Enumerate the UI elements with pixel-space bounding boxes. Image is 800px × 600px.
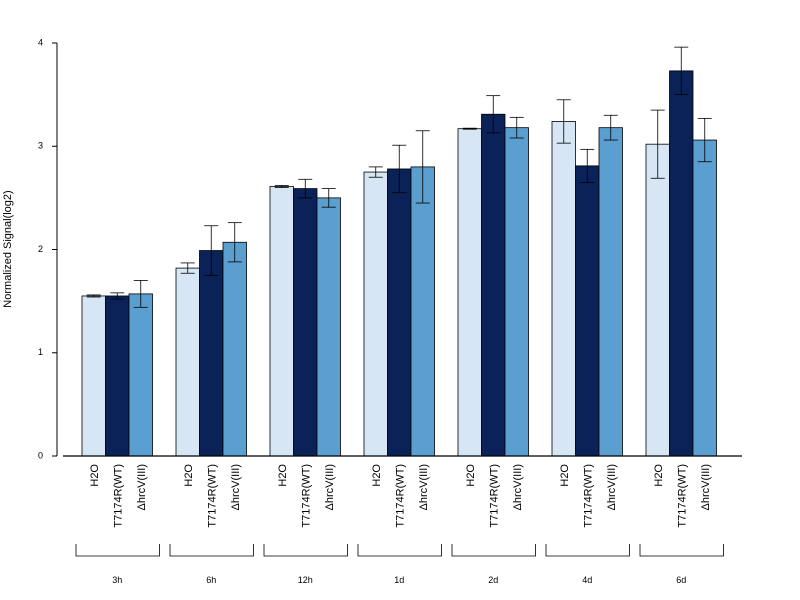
group-label: 3h <box>112 575 122 585</box>
category-label: H2O <box>653 464 665 487</box>
bar <box>105 295 130 457</box>
y-tick-label: 2 <box>38 244 43 254</box>
group-label: 4d <box>582 575 592 585</box>
bar <box>504 127 529 457</box>
bar <box>692 139 717 457</box>
group-bracket <box>75 544 160 557</box>
category-labels: H2O T7174R(WT) ΔhrcV(III) H2O T7174R(WT) Δhrc… <box>89 464 712 528</box>
bar <box>128 293 153 457</box>
bar <box>222 241 247 457</box>
category-label: H2O <box>183 464 195 487</box>
bar <box>199 250 224 457</box>
y-tick-label: 1 <box>38 347 43 357</box>
bar <box>575 165 600 457</box>
group-bracket <box>169 544 254 557</box>
group-bracket <box>545 544 630 557</box>
bar <box>551 121 576 457</box>
category-label: T7174R(WT) <box>300 464 312 528</box>
group-label: 6h <box>206 575 216 585</box>
group-brackets: 3h 6h 12h 1d 2d 4d 6d <box>75 544 724 585</box>
group-label: 1d <box>394 575 404 585</box>
bar <box>175 267 200 457</box>
category-label: ΔhrcV(III) <box>512 464 524 510</box>
bar <box>481 113 506 457</box>
category-label: H2O <box>371 464 383 487</box>
category-label: T7174R(WT) <box>112 464 124 528</box>
bar <box>598 127 623 457</box>
group-bracket <box>263 544 348 557</box>
bar <box>81 295 106 457</box>
category-label: H2O <box>465 464 477 487</box>
category-label: T7174R(WT) <box>394 464 406 528</box>
category-label: ΔhrcV(III) <box>700 464 712 510</box>
y-tick-label: 0 <box>38 450 43 460</box>
category-label: T7174R(WT) <box>206 464 218 528</box>
y-tick-label: 4 <box>38 37 43 47</box>
category-label: T7174R(WT) <box>582 464 594 528</box>
bar <box>645 143 670 457</box>
bar <box>363 171 388 457</box>
category-label: ΔhrcV(III) <box>230 464 242 510</box>
group-bracket <box>451 544 536 557</box>
category-label: H2O <box>89 464 101 487</box>
y-tick-label: 3 <box>38 141 43 151</box>
category-label: T7174R(WT) <box>676 464 688 528</box>
category-label: H2O <box>277 464 289 487</box>
bar <box>457 128 482 457</box>
category-label: ΔhrcV(III) <box>324 464 336 510</box>
bar <box>293 188 318 457</box>
bar <box>387 168 412 457</box>
category-label: ΔhrcV(III) <box>606 464 618 510</box>
group-label: 12h <box>298 575 313 585</box>
group-label: 6d <box>676 575 686 585</box>
group-label: 2d <box>488 575 498 585</box>
bar <box>269 186 294 457</box>
category-label: T7174R(WT) <box>488 464 500 528</box>
y-axis: 0 1 2 3 4 <box>38 37 58 460</box>
category-label: H2O <box>559 464 571 487</box>
bar <box>410 166 435 457</box>
bar <box>316 197 341 457</box>
error-bars <box>86 46 712 308</box>
group-bracket <box>639 544 724 557</box>
bar <box>669 70 694 457</box>
y-axis-label: Normalized Signal(log2) <box>2 190 14 307</box>
category-label: ΔhrcV(III) <box>136 464 148 510</box>
category-label: ΔhrcV(III) <box>418 464 430 510</box>
group-bracket <box>357 544 442 557</box>
bars <box>81 70 717 457</box>
